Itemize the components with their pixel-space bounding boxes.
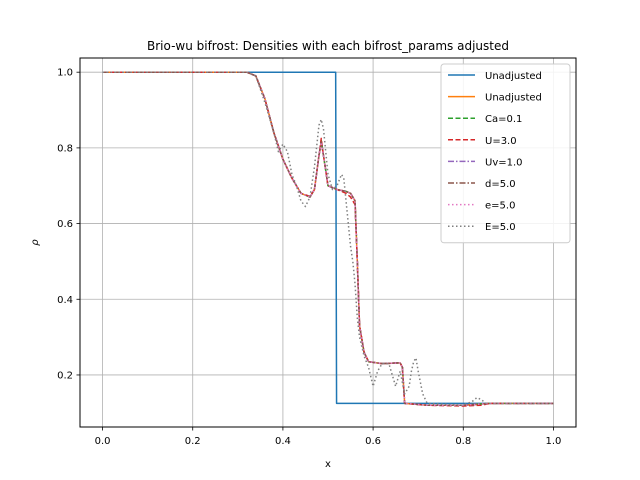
legend-box	[440, 63, 571, 244]
x-tick-label: 0.0	[95, 436, 111, 447]
x-tick-label: 0.6	[365, 436, 381, 447]
legend-label: e=5.0	[485, 201, 515, 212]
axis-ticks: 0.0 0.2 0.4 0.6 0.8 1.0 0.2 0.4 0.6 0.8 1.0	[57, 68, 561, 447]
y-tick-label: 0.2	[57, 370, 73, 381]
legend-label: E=5.0	[485, 222, 516, 233]
x-axis-label: x	[325, 459, 331, 470]
x-tick-label: 1.0	[546, 436, 562, 447]
plot-frame	[79, 57, 577, 428]
y-tick-label: 1.0	[57, 68, 73, 79]
legend-label: Unadjusted	[485, 71, 542, 82]
legend-label: Ca=0.1	[485, 114, 522, 125]
y-tick-label: 0.4	[57, 295, 73, 306]
x-tick-label: 0.2	[185, 436, 201, 447]
x-tick-label: 0.8	[455, 436, 471, 447]
y-tick-label: 0.8	[57, 143, 73, 154]
legend-label: Uv=1.0	[485, 157, 523, 168]
legend-label: U=3.0	[485, 136, 517, 147]
chart-title: Brio-wu bifrost: Densities with each bif…	[147, 39, 509, 53]
y-axis-label: ρ	[30, 239, 41, 246]
series-line-6	[102, 71, 554, 406]
y-tick-label: 0.6	[57, 219, 73, 230]
legend-label: d=5.0	[485, 179, 516, 190]
legend: Unadjusted Unadjusted Ca=0.1 U=3.0 Uv=1.0 d=5…	[440, 63, 571, 244]
legend-label: Unadjusted	[485, 93, 542, 104]
x-tick-label: 0.4	[275, 436, 291, 447]
series-lines	[102, 71, 554, 407]
